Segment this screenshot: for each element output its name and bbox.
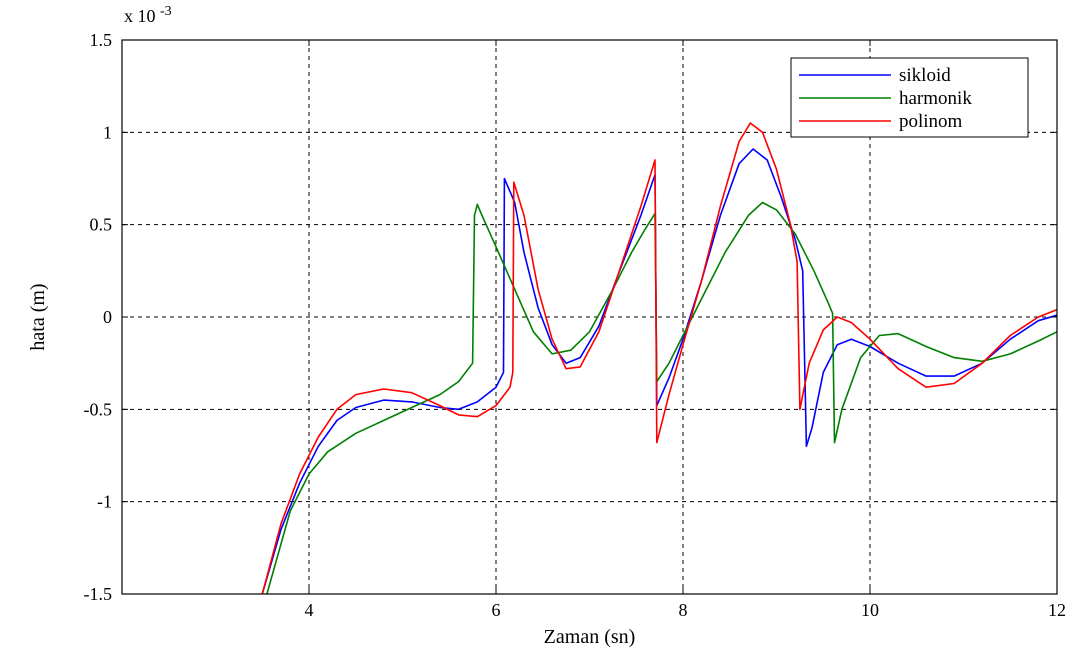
x-axis-label: Zaman (sn) [544, 626, 636, 648]
y-tick-label: 0 [103, 307, 112, 327]
series-lines [261, 122, 1058, 595]
y-axis-label: hata (m) [27, 283, 49, 350]
x-tick-label: 10 [861, 600, 879, 620]
x-tick-label: 12 [1048, 600, 1066, 620]
y-tick-label: -1.5 [84, 584, 113, 604]
y-tick-label: -0.5 [84, 399, 113, 419]
axis-ticks: 4 6 8 10 12 -1.5 -1 -0.5 0 0.5 1 1.5 [84, 30, 1067, 620]
legend-label-sikloid: sikloid [899, 65, 951, 86]
y-axis-multiplier-exponent: -3 [160, 4, 172, 19]
y-tick-label: 0.5 [90, 215, 113, 235]
grid-lines [122, 40, 1057, 594]
y-tick-label: 1 [103, 122, 112, 142]
y-tick-label: -1 [97, 492, 112, 512]
legend-label-harmonik: harmonik [899, 88, 972, 109]
x-tick-label: 6 [492, 600, 501, 620]
y-axis-multiplier: x 10 -3 [124, 4, 172, 26]
y-tick-label: 1.5 [90, 30, 113, 50]
series-line-polinom [261, 122, 1058, 595]
y-axis-multiplier-base: x 10 [124, 6, 156, 26]
x-tick-label: 8 [679, 600, 688, 620]
legend-label-polinom: polinom [899, 111, 963, 132]
x-tick-label: 4 [305, 600, 314, 620]
